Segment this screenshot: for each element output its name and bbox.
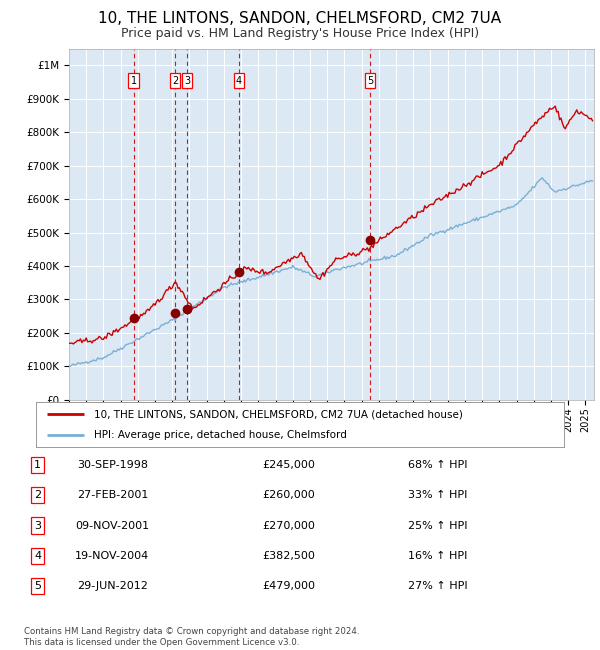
Text: 68% ↑ HPI: 68% ↑ HPI <box>408 460 468 470</box>
Text: HPI: Average price, detached house, Chelmsford: HPI: Average price, detached house, Chel… <box>94 430 347 439</box>
Text: 25% ↑ HPI: 25% ↑ HPI <box>408 521 468 530</box>
Text: 3: 3 <box>34 521 41 530</box>
Text: 10, THE LINTONS, SANDON, CHELMSFORD, CM2 7UA (detached house): 10, THE LINTONS, SANDON, CHELMSFORD, CM2… <box>94 410 463 419</box>
Text: 09-NOV-2001: 09-NOV-2001 <box>75 521 149 530</box>
Text: 5: 5 <box>367 75 373 86</box>
Text: 2: 2 <box>34 490 41 501</box>
Text: 30-SEP-1998: 30-SEP-1998 <box>77 460 148 470</box>
Text: Price paid vs. HM Land Registry's House Price Index (HPI): Price paid vs. HM Land Registry's House … <box>121 27 479 40</box>
Text: 33% ↑ HPI: 33% ↑ HPI <box>409 490 467 501</box>
Text: 16% ↑ HPI: 16% ↑ HPI <box>409 551 467 561</box>
Text: £382,500: £382,500 <box>263 551 316 561</box>
Text: 4: 4 <box>236 75 242 86</box>
Text: 5: 5 <box>34 581 41 591</box>
Text: 27% ↑ HPI: 27% ↑ HPI <box>408 581 468 591</box>
Text: 29-JUN-2012: 29-JUN-2012 <box>77 581 148 591</box>
Text: 3: 3 <box>184 75 190 86</box>
Text: 4: 4 <box>34 551 41 561</box>
Text: 19-NOV-2004: 19-NOV-2004 <box>75 551 149 561</box>
Text: £260,000: £260,000 <box>263 490 316 501</box>
Text: £270,000: £270,000 <box>263 521 316 530</box>
Text: 1: 1 <box>34 460 41 470</box>
Text: £479,000: £479,000 <box>262 581 316 591</box>
Text: 1: 1 <box>130 75 137 86</box>
Text: £245,000: £245,000 <box>263 460 316 470</box>
Text: 2: 2 <box>172 75 178 86</box>
Text: 10, THE LINTONS, SANDON, CHELMSFORD, CM2 7UA: 10, THE LINTONS, SANDON, CHELMSFORD, CM2… <box>98 11 502 26</box>
Text: 27-FEB-2001: 27-FEB-2001 <box>77 490 148 501</box>
Text: Contains HM Land Registry data © Crown copyright and database right 2024.
This d: Contains HM Land Registry data © Crown c… <box>24 627 359 647</box>
